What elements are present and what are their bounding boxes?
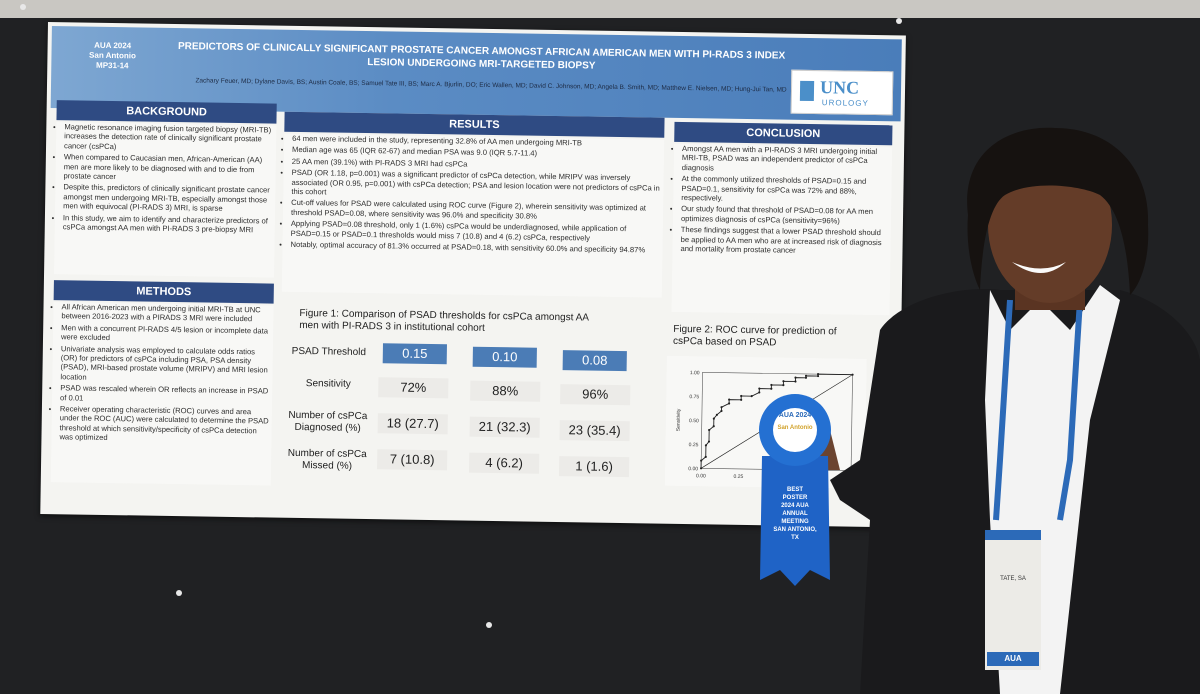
roc-point bbox=[704, 455, 707, 458]
roc-point bbox=[720, 406, 723, 409]
y-tick-label: 0.50 bbox=[689, 418, 699, 424]
ribbon-text: BEST POSTER 2024 AUA ANNUAL MEETING SAN ANTON… bbox=[770, 486, 820, 542]
y-axis-label: Sensitivity bbox=[676, 408, 682, 431]
roc-point bbox=[770, 383, 773, 387]
roc-point bbox=[770, 387, 773, 390]
roc-point bbox=[804, 374, 808, 377]
roc-point bbox=[727, 402, 731, 405]
pushpin bbox=[896, 18, 902, 24]
y-tick-label: 0.25 bbox=[689, 442, 699, 448]
ribbon-line: SAN ANTONIO, bbox=[773, 527, 817, 533]
roc-point bbox=[740, 394, 743, 398]
pushpin bbox=[486, 622, 492, 628]
ribbon-line: TX bbox=[791, 535, 799, 541]
ribbon-line: ANNUAL bbox=[782, 511, 808, 517]
badge-name: TATE, SA bbox=[1000, 576, 1026, 582]
ribbon-line: MEETING bbox=[781, 519, 809, 525]
x-tick-label: 0.00 bbox=[696, 473, 706, 479]
roc-point bbox=[712, 417, 715, 420]
badge: TATE, SA AUA bbox=[985, 530, 1041, 670]
roc-point bbox=[794, 380, 797, 383]
roc-point bbox=[782, 384, 785, 387]
roc-point bbox=[782, 380, 785, 383]
roc-point bbox=[758, 387, 761, 390]
y-tick-label: 0.00 bbox=[688, 466, 698, 472]
y-tick-label: 1.00 bbox=[690, 370, 700, 376]
pushpin bbox=[20, 4, 26, 10]
roc-point bbox=[712, 425, 715, 428]
roc-point bbox=[715, 413, 719, 416]
ribbon-line: POSTER bbox=[782, 495, 808, 501]
roc-point bbox=[794, 376, 797, 379]
roc-point bbox=[700, 459, 703, 462]
best-poster-ribbon bbox=[759, 394, 831, 586]
roc-point bbox=[816, 373, 820, 376]
rosette-label: AUA 2024 bbox=[778, 412, 812, 419]
ribbon-line: BEST bbox=[786, 487, 803, 493]
wall bbox=[0, 0, 1200, 22]
x-tick-label: 0.25 bbox=[734, 474, 744, 480]
pushpin bbox=[176, 590, 182, 596]
roc-point bbox=[704, 444, 708, 447]
roc-point bbox=[728, 398, 731, 401]
roc-point bbox=[740, 398, 743, 401]
roc-point bbox=[804, 376, 808, 379]
roc-point bbox=[758, 391, 761, 394]
roc-point bbox=[816, 374, 820, 378]
roc-point bbox=[750, 395, 753, 398]
badge-brand: AUA bbox=[987, 652, 1039, 666]
roc-point bbox=[707, 440, 711, 443]
rosette-sub: San Antonio bbox=[777, 425, 813, 431]
roc-point bbox=[720, 409, 723, 413]
roc-point bbox=[708, 428, 711, 432]
y-tick-label: 0.75 bbox=[689, 394, 699, 400]
ribbon-line: 2024 AUA bbox=[781, 503, 809, 509]
